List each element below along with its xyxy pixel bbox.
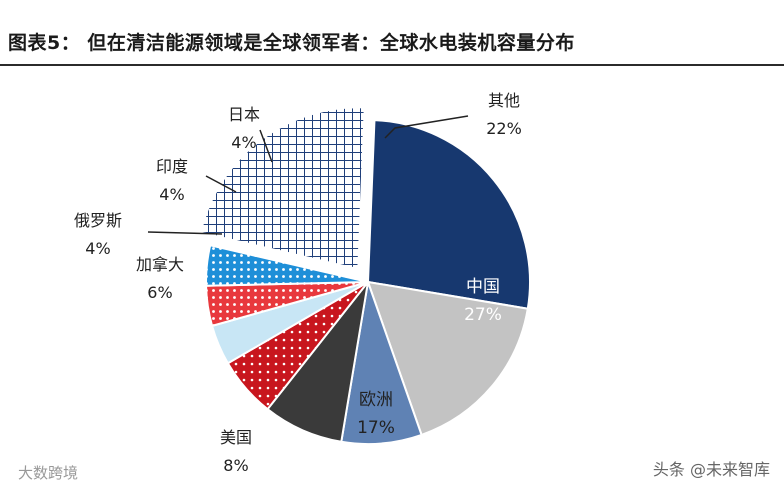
pie-slice-其他 bbox=[199, 106, 366, 271]
watermark-right: 头条 @未来智库 bbox=[652, 460, 770, 479]
slice-value-中国: 27% bbox=[464, 305, 502, 325]
slice-value-日本: 4% bbox=[231, 133, 256, 152]
pie-slice-中国 bbox=[366, 119, 531, 310]
leader-line-其他 bbox=[384, 115, 469, 139]
pie-slice-日本 bbox=[205, 244, 369, 287]
slice-value-印度: 4% bbox=[159, 185, 184, 204]
leader-line-印度 bbox=[205, 175, 237, 193]
pie-slice-欧洲 bbox=[366, 280, 529, 437]
slice-value-其他: 22% bbox=[486, 119, 522, 138]
slice-label-印度: 印度 bbox=[156, 157, 188, 176]
slice-label-日本: 日本 bbox=[228, 105, 260, 124]
slice-label-加拿大: 加拿大 bbox=[136, 255, 184, 274]
slice-label-其他: 其他 bbox=[488, 91, 520, 110]
slice-label-俄罗斯: 俄罗斯 bbox=[74, 211, 122, 230]
leader-line-俄罗斯 bbox=[147, 231, 223, 235]
watermark-left: 大数跨境 bbox=[18, 464, 79, 482]
slice-value-欧洲: 17% bbox=[357, 418, 395, 438]
slice-value-俄罗斯: 4% bbox=[85, 239, 110, 258]
slice-value-美国: 8% bbox=[223, 456, 248, 475]
chart-title: 图表5： 但在清洁能源领域是全球领军者：全球水电装机容量分布 bbox=[8, 32, 575, 54]
title-underline bbox=[0, 64, 784, 66]
slice-label-中国: 中国 bbox=[466, 277, 500, 297]
slice-label-美国: 美国 bbox=[220, 428, 252, 447]
slice-label-欧洲: 欧洲 bbox=[359, 390, 393, 410]
leader-line-日本 bbox=[259, 129, 273, 163]
slice-value-加拿大: 6% bbox=[147, 283, 172, 302]
